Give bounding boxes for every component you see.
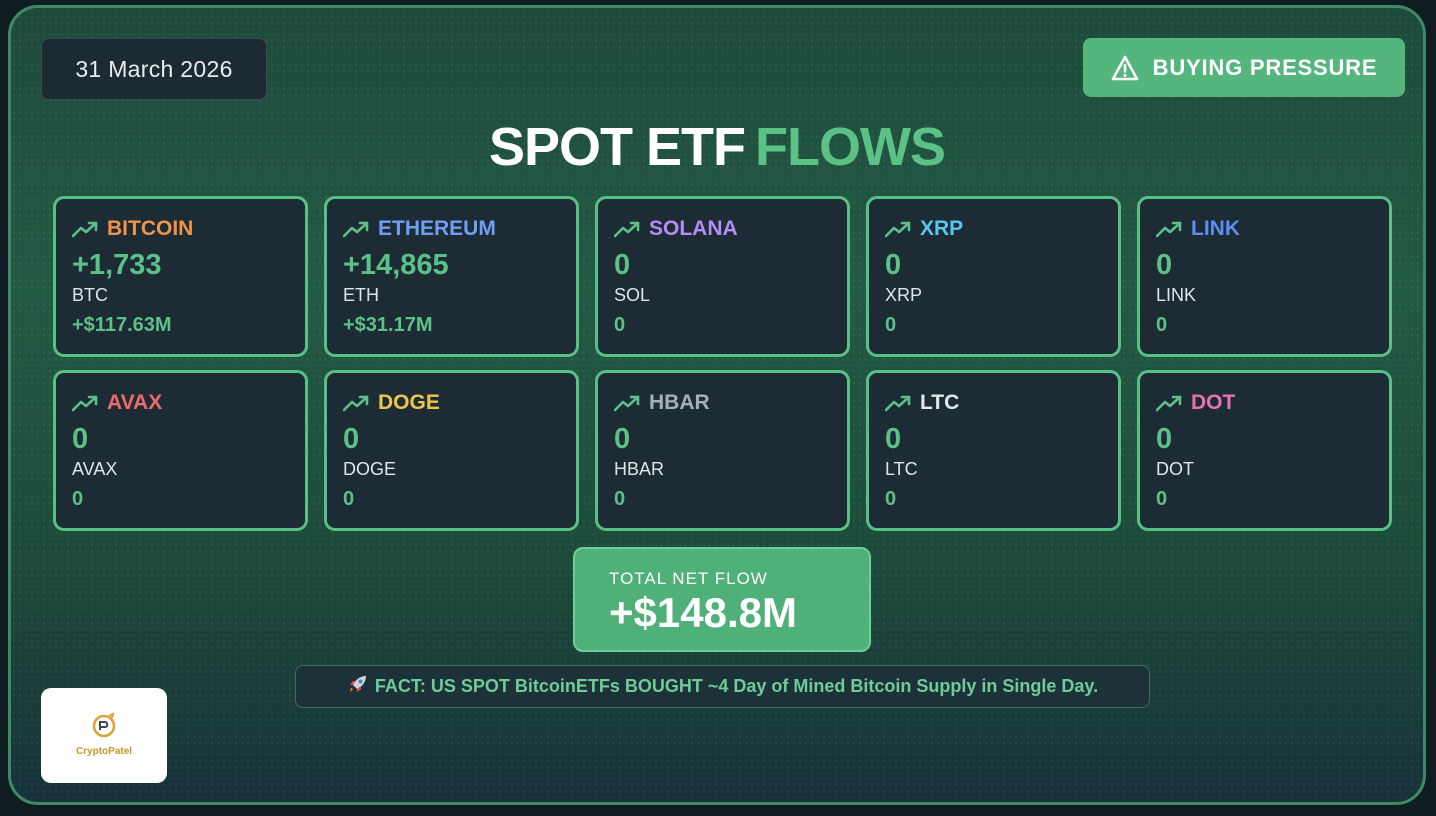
asset-header: DOT <box>1156 391 1235 415</box>
asset-card-eth: ETHEREUM +14,865 ETH +$31.17M <box>324 196 579 357</box>
asset-flow-usd: 0 <box>1156 314 1168 336</box>
asset-flow-usd: 0 <box>1156 488 1168 510</box>
asset-header: HBAR <box>614 391 710 415</box>
logo-text: CryptoPatel <box>75 746 133 757</box>
asset-header: XRP <box>885 217 963 241</box>
asset-flow-quantity: 0 <box>1156 249 1173 281</box>
status-label: BUYING PRESSURE <box>1152 54 1378 80</box>
asset-name: AVAX <box>107 391 163 414</box>
asset-flow-usd: 0 <box>614 488 626 510</box>
asset-card-link: LINK 0 LINK 0 <box>1137 196 1392 357</box>
asset-name: LTC <box>920 391 960 414</box>
trending-up-icon <box>1156 220 1183 238</box>
trending-up-icon <box>343 220 370 238</box>
asset-header: AVAX <box>72 391 162 415</box>
asset-header: SOLANA <box>614 217 738 241</box>
total-net-flow-label: TOTAL NET FLOW <box>609 569 768 588</box>
asset-flow-usd: 0 <box>885 314 897 336</box>
asset-name: ETHEREUM <box>378 217 496 240</box>
asset-flow-usd: +$117.63M <box>72 314 172 336</box>
title-part-2: FLOWS <box>755 117 946 177</box>
asset-header: ETHEREUM <box>343 217 496 241</box>
asset-name: DOGE <box>378 391 440 414</box>
asset-card-btc: BITCOIN +1,733 BTC +$117.63M <box>53 196 308 357</box>
asset-name: SOLANA <box>649 217 738 240</box>
asset-flow-quantity: 0 <box>1156 423 1173 455</box>
asset-symbol: SOL <box>614 285 651 305</box>
trending-up-icon <box>614 220 641 238</box>
asset-flow-quantity: +1,733 <box>72 249 162 281</box>
asset-card-sol: SOLANA 0 SOL 0 <box>595 196 850 357</box>
asset-symbol: AVAX <box>72 459 118 479</box>
asset-symbol: LTC <box>885 459 918 479</box>
asset-card-hbar: HBAR 0 HBAR 0 <box>595 370 850 531</box>
asset-flow-quantity: 0 <box>614 423 631 455</box>
trending-up-icon <box>614 394 641 412</box>
total-net-flow-value: +$148.8M <box>609 589 797 636</box>
title-part-1: SPOT ETF <box>489 117 746 177</box>
trending-up-icon <box>1156 394 1183 412</box>
asset-name: LINK <box>1191 217 1240 240</box>
asset-flow-quantity: 0 <box>885 423 902 455</box>
trending-up-icon <box>885 220 912 238</box>
asset-flow-usd: 0 <box>72 488 84 510</box>
trending-up-icon <box>72 220 99 238</box>
asset-symbol: DOT <box>1156 459 1194 479</box>
asset-flow-quantity: +14,865 <box>343 249 449 281</box>
trending-up-icon <box>343 394 370 412</box>
total-net-flow-box: TOTAL NET FLOW +$148.8M <box>573 547 871 652</box>
asset-header: BITCOIN <box>72 217 193 241</box>
date-badge: 31 March 2026 <box>41 38 267 100</box>
asset-card-xrp: XRP 0 XRP 0 <box>866 196 1121 357</box>
asset-flow-quantity: 0 <box>614 249 631 281</box>
logo-emblem-icon <box>92 712 116 738</box>
buying-pressure-badge: BUYING PRESSURE <box>1083 38 1405 97</box>
asset-card-doge: DOGE 0 DOGE 0 <box>324 370 579 531</box>
asset-flow-quantity: 0 <box>885 249 902 281</box>
fact-text: FACT: US SPOT BitcoinETFs BOUGHT ~4 Day … <box>374 676 1099 696</box>
asset-header: DOGE <box>343 391 440 415</box>
warning-triangle-icon <box>1111 55 1139 81</box>
asset-symbol: ETH <box>343 285 379 305</box>
page-title: SPOT ETF FLOWS <box>11 116 1423 178</box>
asset-symbol: DOGE <box>343 459 397 479</box>
asset-card-dot: DOT 0 DOT 0 <box>1137 370 1392 531</box>
cryptopatel-logo: CryptoPatel <box>41 688 167 783</box>
asset-name: BITCOIN <box>107 217 194 240</box>
asset-symbol: LINK <box>1156 285 1197 305</box>
asset-flow-usd: 0 <box>614 314 626 336</box>
asset-flow-usd: 0 <box>885 488 897 510</box>
asset-flow-usd: +$31.17M <box>343 314 433 336</box>
asset-name: XRP <box>920 217 964 240</box>
asset-flow-usd: 0 <box>343 488 355 510</box>
asset-header: LTC <box>885 391 959 415</box>
asset-symbol: BTC <box>72 285 108 305</box>
asset-flow-quantity: 0 <box>343 423 360 455</box>
trending-up-icon <box>885 394 912 412</box>
fact-banner: FACT: US SPOT BitcoinETFs BOUGHT ~4 Day … <box>295 665 1150 708</box>
asset-flow-quantity: 0 <box>72 423 89 455</box>
rocket-icon <box>347 673 369 700</box>
asset-name: HBAR <box>649 391 710 414</box>
asset-header: LINK <box>1156 217 1240 241</box>
etf-flows-panel: 31 March 2026 BUYING PRESSURE SPOT ETF FL… <box>8 5 1426 805</box>
asset-symbol: XRP <box>885 285 923 305</box>
asset-card-avax: AVAX 0 AVAX 0 <box>53 370 308 531</box>
asset-card-ltc: LTC 0 LTC 0 <box>866 370 1121 531</box>
trending-up-icon <box>72 394 99 412</box>
asset-name: DOT <box>1191 391 1236 414</box>
asset-symbol: HBAR <box>614 459 665 479</box>
